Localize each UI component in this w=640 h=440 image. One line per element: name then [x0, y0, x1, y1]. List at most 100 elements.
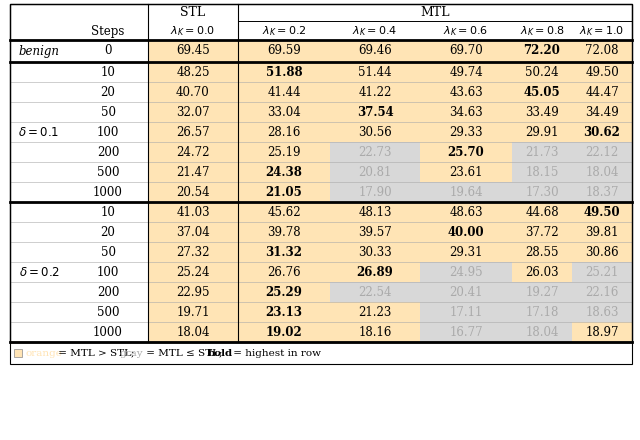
Text: 48.13: 48.13 [358, 205, 392, 219]
Bar [420, 262, 512, 282]
Bar [148, 62, 632, 82]
Text: 22.12: 22.12 [586, 146, 619, 158]
Bar [330, 142, 420, 162]
Text: 100: 100 [97, 125, 119, 139]
Text: 69.45: 69.45 [176, 44, 210, 58]
Text: 49.74: 49.74 [449, 66, 483, 78]
Text: 0: 0 [104, 44, 112, 58]
Text: 34.49: 34.49 [585, 106, 619, 118]
Bar [572, 302, 632, 322]
Text: 26.57: 26.57 [176, 125, 210, 139]
Text: 72.20: 72.20 [524, 44, 561, 58]
Text: = highest in row: = highest in row [230, 348, 321, 357]
Text: 30.33: 30.33 [358, 246, 392, 258]
Text: 43.63: 43.63 [449, 85, 483, 99]
Text: 17.30: 17.30 [525, 186, 559, 198]
Text: 100: 100 [97, 265, 119, 279]
Text: 33.04: 33.04 [267, 106, 301, 118]
Bar [148, 202, 632, 222]
Text: 19.71: 19.71 [176, 305, 210, 319]
Text: 20.81: 20.81 [358, 165, 392, 179]
Bar [420, 302, 512, 322]
Text: benign: benign [19, 44, 60, 58]
Text: 21.73: 21.73 [525, 146, 559, 158]
Text: 20: 20 [100, 85, 115, 99]
Bar [14, 349, 22, 357]
Text: 72.08: 72.08 [585, 44, 619, 58]
Bar [512, 302, 572, 322]
Text: 500: 500 [97, 305, 119, 319]
Text: 17.90: 17.90 [358, 186, 392, 198]
Text: 17.18: 17.18 [525, 305, 559, 319]
Text: 25.21: 25.21 [586, 265, 619, 279]
Bar [512, 182, 572, 202]
Text: 30.86: 30.86 [585, 246, 619, 258]
Text: MTL: MTL [420, 7, 450, 19]
Bar [512, 162, 572, 182]
Text: $\lambda_K=0.6$: $\lambda_K=0.6$ [444, 24, 488, 38]
Text: 22.95: 22.95 [176, 286, 210, 298]
Text: 29.33: 29.33 [449, 125, 483, 139]
Text: $\lambda_K=0.2$: $\lambda_K=0.2$ [262, 24, 306, 38]
Bar [148, 162, 632, 182]
Text: 69.46: 69.46 [358, 44, 392, 58]
Text: 44.68: 44.68 [525, 205, 559, 219]
Bar [148, 40, 632, 62]
Text: 18.04: 18.04 [176, 326, 210, 338]
Text: = MTL ≤ STL;: = MTL ≤ STL; [143, 348, 226, 357]
Text: 19.64: 19.64 [449, 186, 483, 198]
Text: 45.05: 45.05 [524, 85, 560, 99]
Bar [148, 102, 632, 122]
Text: 200: 200 [97, 286, 119, 298]
Text: 10: 10 [100, 66, 115, 78]
Text: 48.25: 48.25 [176, 66, 210, 78]
Text: 25.29: 25.29 [266, 286, 303, 298]
Text: $\delta=0.1$: $\delta=0.1$ [19, 125, 60, 139]
Text: 20.54: 20.54 [176, 186, 210, 198]
Text: 29.31: 29.31 [449, 246, 483, 258]
Text: 10: 10 [100, 205, 115, 219]
Bar [512, 282, 572, 302]
Text: 37.72: 37.72 [525, 225, 559, 238]
Text: 40.70: 40.70 [176, 85, 210, 99]
Bar [330, 282, 420, 302]
Text: 33.49: 33.49 [525, 106, 559, 118]
Text: 1000: 1000 [93, 326, 123, 338]
Bar [420, 182, 512, 202]
Bar [572, 162, 632, 182]
Bar [148, 142, 632, 162]
Text: 26.89: 26.89 [356, 265, 394, 279]
Bar [420, 282, 512, 302]
Text: 34.63: 34.63 [449, 106, 483, 118]
Text: 19.02: 19.02 [266, 326, 302, 338]
Text: 40.00: 40.00 [448, 225, 484, 238]
Text: 25.70: 25.70 [447, 146, 484, 158]
Text: 44.47: 44.47 [585, 85, 619, 99]
Text: 18.04: 18.04 [525, 326, 559, 338]
Bar [330, 162, 420, 182]
Text: 23.61: 23.61 [449, 165, 483, 179]
Text: 51.44: 51.44 [358, 66, 392, 78]
Text: $\lambda_K=1.0$: $\lambda_K=1.0$ [579, 24, 625, 38]
Text: 20.41: 20.41 [449, 286, 483, 298]
Bar [420, 322, 512, 342]
Bar [572, 182, 632, 202]
Text: 37.04: 37.04 [176, 225, 210, 238]
Text: 22.54: 22.54 [358, 286, 392, 298]
Text: 49.50: 49.50 [584, 205, 620, 219]
Text: $\lambda_K=0.0$: $\lambda_K=0.0$ [170, 24, 216, 38]
Text: 21.23: 21.23 [358, 305, 392, 319]
Text: 18.16: 18.16 [358, 326, 392, 338]
Text: 26.76: 26.76 [267, 265, 301, 279]
Text: 22.73: 22.73 [358, 146, 392, 158]
Text: $\lambda_K=0.8$: $\lambda_K=0.8$ [520, 24, 564, 38]
Text: 25.24: 25.24 [176, 265, 210, 279]
Text: 18.97: 18.97 [585, 326, 619, 338]
Text: 28.16: 28.16 [268, 125, 301, 139]
Text: 32.07: 32.07 [176, 106, 210, 118]
Bar [10, 4, 632, 342]
Text: 41.03: 41.03 [176, 205, 210, 219]
Text: 31.32: 31.32 [266, 246, 303, 258]
Bar [512, 142, 572, 162]
Bar [572, 282, 632, 302]
